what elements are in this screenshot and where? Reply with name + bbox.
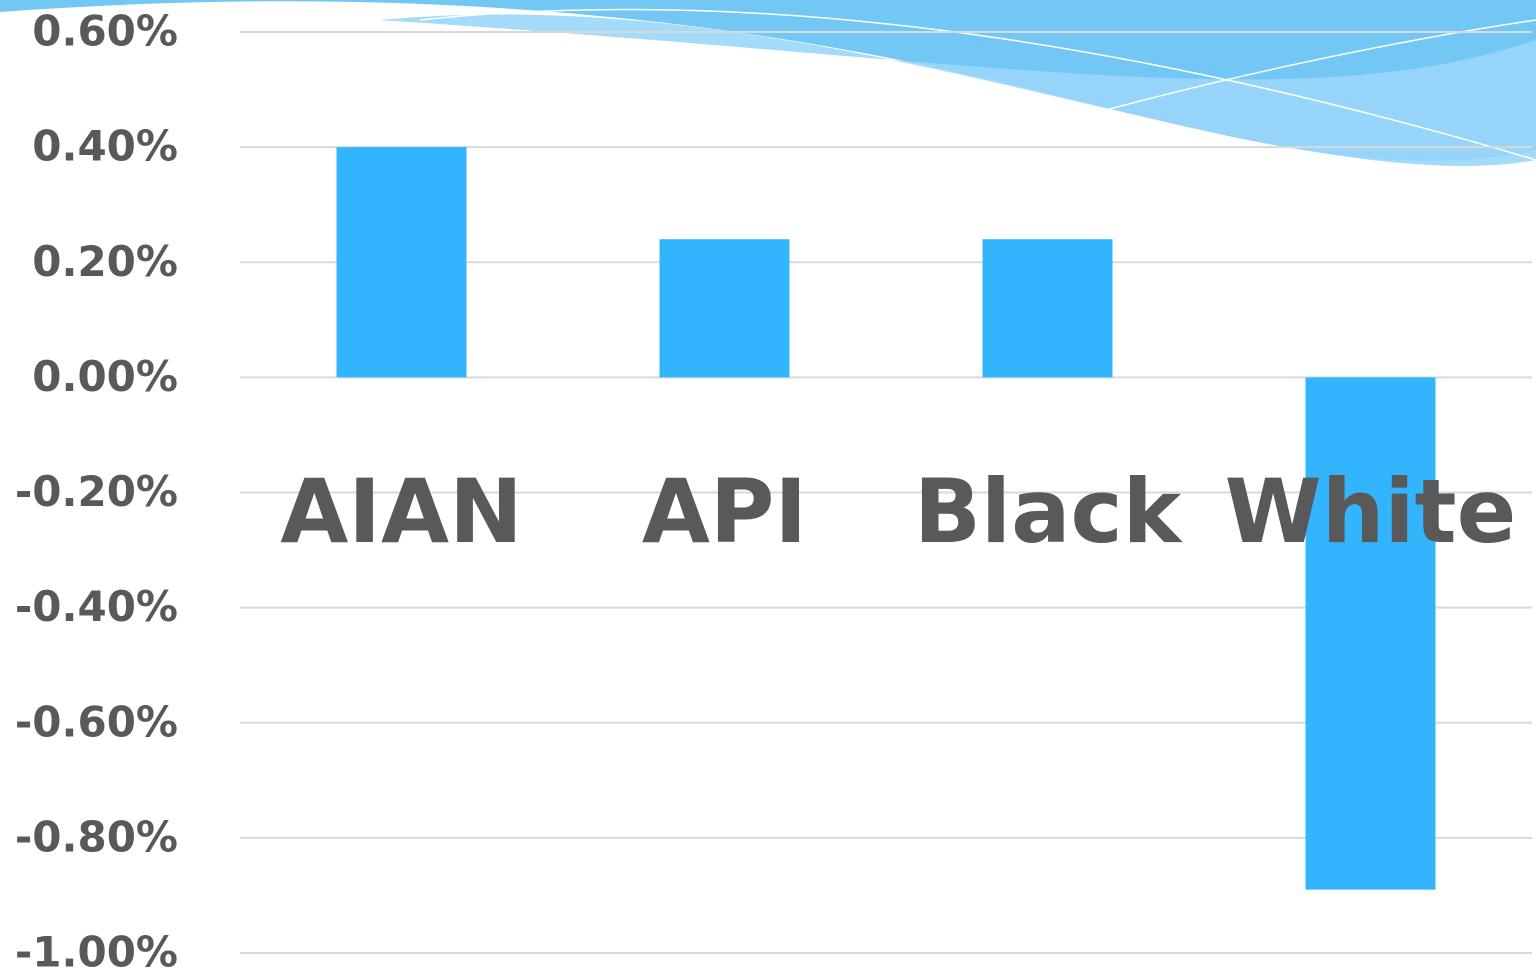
y-tick-label: -0.40% <box>15 582 178 631</box>
x-tick-label: Black <box>914 460 1184 563</box>
y-tick-label: 0.00% <box>32 352 178 401</box>
y-tick-label: -0.60% <box>15 697 178 746</box>
decorative-wave <box>0 0 1536 166</box>
y-tick-label: -1.00% <box>15 928 178 976</box>
bar <box>659 239 790 378</box>
bar <box>1305 377 1436 890</box>
y-tick-label: 0.20% <box>32 237 178 286</box>
x-tick-label: API <box>642 460 807 563</box>
y-tick-label: -0.80% <box>15 812 178 861</box>
y-tick-label: -0.20% <box>15 467 178 516</box>
x-tick-label: AIAN <box>280 460 523 563</box>
bar <box>336 147 467 378</box>
y-tick-label: 0.60% <box>32 7 178 56</box>
y-tick-label: 0.40% <box>32 122 178 171</box>
x-tick-label: White <box>1225 460 1517 563</box>
bar <box>982 239 1113 378</box>
